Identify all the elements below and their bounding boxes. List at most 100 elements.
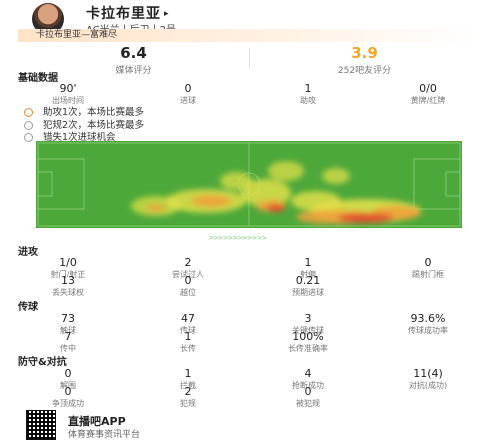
stat-value: 0/0 (419, 82, 437, 95)
stat-xg: 0.21 预期进球 (258, 274, 358, 298)
foul-icon (24, 121, 33, 130)
heatmap-pitch (36, 141, 462, 228)
stat-pass-accuracy: 93.6% 传球成功率 (378, 312, 478, 336)
stat-crosses: 7 传中 (18, 330, 118, 354)
stat-label: 拦截 (180, 381, 196, 390)
stat-value: 0 (64, 367, 72, 380)
attack-direction-arrows: >>>>>>>>>>>> (208, 234, 267, 242)
stat-value: 0 (304, 385, 312, 398)
app-name[interactable]: 直播吧APP (68, 415, 126, 428)
stat-label: 射偏 (300, 270, 316, 279)
stat-goals: 0 进球 (138, 82, 238, 106)
stat-value: 47 (181, 312, 195, 325)
media-rating-label: 媒体评分 (115, 66, 152, 76)
app-description: 体育赛事资讯平台 (68, 430, 141, 440)
fans-rating-label: 252吧友评分 (337, 66, 392, 76)
stat-aerials-won: 0 争顶成功 (18, 385, 118, 409)
stat-label: 对抗(成功) (408, 381, 448, 390)
stat-value: 100% (292, 330, 324, 343)
player-stats-card: 卡拉布里亚▸ AC米兰丨后卫丨2号 卡拉布里亚—富难尽 6.4 媒体评分 3.9… (18, 0, 480, 440)
player-name: 卡拉布里亚 (86, 6, 161, 22)
stat-label: 传中 (60, 344, 76, 353)
stat-touches: 73 触球 (18, 312, 118, 336)
qr-code-icon[interactable] (26, 410, 56, 440)
stat-label: 助攻 (300, 96, 316, 105)
event-assist: 助攻1次，本场比赛最多 (24, 104, 144, 118)
caret-right-icon: ▸ (164, 9, 170, 19)
section-title-basic: 基础数据 (18, 73, 58, 84)
stat-value: 1 (304, 82, 312, 95)
stat-value: 3 (304, 312, 312, 325)
stat-label: 传球成功率 (408, 326, 448, 335)
stat-label: 黄牌/红牌 (410, 96, 446, 105)
stat-passes: 47 传球 (138, 312, 238, 336)
stat-label: 越位 (180, 288, 196, 297)
stat-label: 预期进球 (292, 288, 324, 297)
fans-rating-value: 3.9 (351, 44, 378, 62)
stat-clearances: 0 解围 (18, 367, 118, 391)
heatmap-blobs (131, 161, 421, 224)
stat-fouls: 2 犯规 (138, 385, 238, 409)
stat-value: 73 (61, 312, 75, 325)
stat-value: 11(4) (413, 367, 443, 380)
stat-label: 争顶成功 (52, 399, 84, 408)
missed-chance-icon (24, 133, 33, 142)
stat-value: 1 (184, 330, 192, 343)
stat-label: 进球 (180, 96, 196, 105)
stat-value: 1 (184, 367, 192, 380)
stat-label: 犯规 (180, 399, 196, 408)
assist-icon (24, 108, 33, 117)
section-title-attack: 进攻 (18, 247, 38, 258)
stat-value: 2 (184, 256, 192, 269)
stat-label: 抢断成功 (292, 381, 324, 390)
summary-banner: 卡拉布里亚—富难尽 (18, 29, 480, 42)
stat-offsides: 0 越位 (138, 274, 238, 298)
event-text: 错失1次进球机会 (43, 132, 116, 143)
stat-shots-off: 1 射偏 (258, 256, 358, 280)
event-missed-chance: 错失1次进球机会 (24, 129, 116, 143)
stat-value: 13 (61, 274, 75, 287)
section-title-passing: 传球 (18, 302, 38, 313)
stat-minutes: 90' 出场时间 (18, 82, 118, 106)
stat-value: 0.21 (295, 274, 321, 287)
stat-label: 被犯规 (296, 399, 320, 408)
media-rating: 6.4 媒体评分 (18, 44, 249, 76)
stat-value: 1/0 (59, 256, 77, 269)
stat-key-passes: 3 关键传球 (258, 312, 358, 336)
stat-label: 长传 (180, 344, 196, 353)
stat-value: 0 (424, 256, 432, 269)
stat-long-balls: 1 长传 (138, 330, 238, 354)
event-foul: 犯规2次，本场比赛最多 (24, 117, 144, 131)
stat-label: 解围 (60, 381, 76, 390)
event-text: 犯规2次，本场比赛最多 (43, 120, 145, 131)
event-text: 助攻1次，本场比赛最多 (43, 107, 145, 118)
stat-label: 长传准确率 (288, 344, 328, 353)
stat-woodwork: 0 踢射门框 (378, 256, 478, 280)
stat-tackles: 4 抢断成功 (258, 367, 358, 391)
stat-possession-lost: 13 丢失球权 (18, 274, 118, 298)
heatmap-svg (37, 142, 461, 227)
stat-duels: 11(4) 对抗(成功) (378, 367, 478, 391)
fans-rating[interactable]: 3.9 252吧友评分 (249, 44, 480, 76)
stat-fouled: 0 被犯规 (258, 385, 358, 409)
stat-assists: 1 助攻 (258, 82, 358, 106)
stat-dribbles: 2 尝试过人 (138, 256, 238, 280)
section-title-defense: 防守&对抗 (18, 357, 67, 368)
stat-value: 93.6% (410, 312, 446, 325)
stat-label: 传球 (180, 326, 196, 335)
stat-label: 尝试过人 (172, 270, 204, 279)
rating-divider (249, 48, 250, 68)
stat-label: 踢射门框 (412, 270, 444, 279)
stat-value: 0 (64, 385, 72, 398)
stat-label: 出场时间 (52, 96, 84, 105)
stat-label: 关键传球 (292, 326, 324, 335)
player-name-row[interactable]: 卡拉布里亚 ▸ (86, 3, 170, 23)
stat-label: 丢失球权 (52, 288, 84, 297)
stat-value: 2 (184, 385, 192, 398)
stat-long-ball-accuracy: 100% 长传准确率 (258, 330, 358, 354)
stat-value: 7 (64, 330, 72, 343)
stat-value: 0 (184, 274, 192, 287)
media-rating-value: 6.4 (120, 44, 147, 62)
stat-label: 射门/射正 (50, 270, 86, 279)
stat-value: 4 (304, 367, 312, 380)
